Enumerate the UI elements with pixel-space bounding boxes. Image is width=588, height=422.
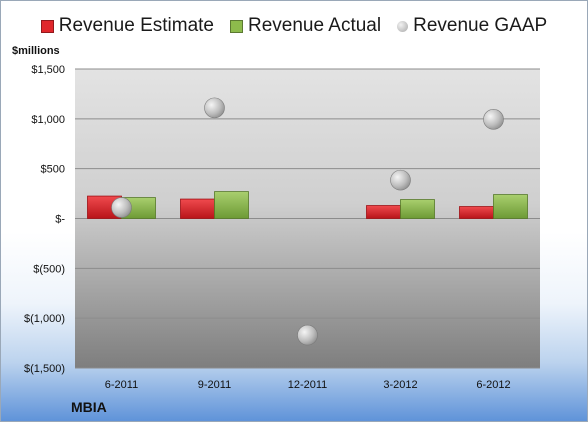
legend-label-revenue-estimate: Revenue Estimate [58,15,214,36]
legend-item-revenue-estimate: Revenue Estimate [40,15,214,37]
y-tick-label: $1,000 [31,114,65,126]
marker-revenue-gaap [390,169,411,191]
gaap-markers [111,97,504,346]
brand-label: MBIA [71,399,107,415]
bar-revenue-actual [214,191,249,219]
legend-label-revenue-gaap: Revenue GAAP [413,15,548,36]
legend-swatch-revenue-estimate [40,19,54,33]
x-axis-ticks: 6-2011 9-2011 12-2011 3-2012 6-2012 [105,379,511,391]
legend-swatch-revenue-actual [230,19,243,33]
bar-revenue-actual [493,194,528,219]
marker-revenue-gaap [483,109,504,130]
y-tick-label: $- [55,214,65,226]
x-tick-label: 12-2011 [288,379,328,391]
y-axis-unit-label: $millions [12,45,60,57]
marker-revenue-gaap [111,197,132,218]
legend-swatch-revenue-gaap [397,20,409,32]
x-tick-label: 9-2011 [198,379,231,391]
bar-revenue-estimate [459,206,494,219]
marker-revenue-gaap [297,324,318,346]
legend-item-revenue-actual: Revenue Actual [230,15,381,37]
legend-item-revenue-gaap: Revenue GAAP [397,15,547,37]
grid-lines [75,68,540,369]
marker-revenue-gaap [204,97,225,119]
x-tick-label: 6-2012 [476,379,510,391]
legend: Revenue Estimate Revenue Actual Revenue … [1,15,587,37]
legend-label-revenue-actual: Revenue Actual [248,15,382,36]
bar-revenue-estimate [180,198,215,219]
bar-revenue-estimate [366,205,401,219]
y-axis-ticks: $1,500 $1,000 $500 $- $(500) $(1,000) $(1,500) [24,64,65,375]
y-tick-label: $(1,500) [24,363,65,375]
y-tick-label: $(1,000) [24,313,65,325]
bar-revenue-actual [400,199,435,219]
y-tick-label: $1,500 [31,64,65,76]
x-tick-label: 6-2011 [105,379,138,391]
y-tick-label: $(500) [33,263,65,275]
x-tick-label: 3-2012 [383,379,417,391]
y-tick-label: $500 [41,164,65,176]
